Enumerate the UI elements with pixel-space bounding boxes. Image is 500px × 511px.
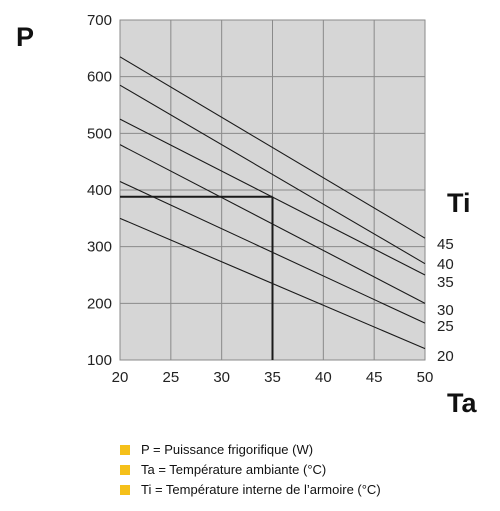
x-tick-label: 40 <box>315 369 332 386</box>
legend-item: Ti = Température interne de l’armoire (°… <box>120 480 381 500</box>
series-label: 40 <box>437 256 454 273</box>
y-tick-label: 600 <box>87 69 112 86</box>
series-label: 20 <box>437 348 454 365</box>
x-tick-label: 20 <box>112 369 129 386</box>
y-axis-label: P <box>16 22 34 52</box>
series-label: 30 <box>437 302 454 319</box>
legend-item: Ta = Température ambiante (°C) <box>120 460 381 480</box>
x-tick-label: 50 <box>417 369 434 386</box>
x-tick-label: 45 <box>366 369 383 386</box>
x-tick-label: 30 <box>213 369 230 386</box>
chart: 20 25 30 35 40 45 50 100 200 300 400 500 600 700 45 40… <box>16 12 477 418</box>
square-bullet-icon <box>120 485 130 495</box>
y-tick-label: 200 <box>87 295 112 312</box>
series-legend-title: Ti <box>447 188 471 218</box>
square-bullet-icon <box>120 445 130 455</box>
legend-item-label: Ti = Température interne de l’armoire (°… <box>141 482 381 497</box>
legend: P = Puissance frigorifique (W) Ta = Temp… <box>120 440 381 500</box>
x-tick-label: 35 <box>264 369 281 386</box>
reference-lines <box>120 195 274 360</box>
x-tick-label: 25 <box>162 369 179 386</box>
series-line <box>119 84 426 265</box>
series-label: 35 <box>437 274 454 291</box>
series-label: 25 <box>437 318 454 335</box>
legend-item: P = Puissance frigorifique (W) <box>120 440 381 460</box>
y-tick-label: 400 <box>87 182 112 199</box>
y-tick-label: 700 <box>87 12 112 29</box>
legend-item-label: P = Puissance frigorifique (W) <box>141 442 314 457</box>
series-line <box>119 56 426 239</box>
series-label: 45 <box>437 236 454 253</box>
tick-labels: 20 25 30 35 40 45 50 100 200 300 400 500 600 700 <box>87 12 433 386</box>
x-axis-label: Ta <box>447 388 477 418</box>
legend-item-label: Ta = Température ambiante (°C) <box>141 462 327 477</box>
y-tick-label: 500 <box>87 125 112 142</box>
y-tick-label: 300 <box>87 239 112 256</box>
square-bullet-icon <box>120 465 130 475</box>
y-tick-label: 100 <box>87 352 112 369</box>
